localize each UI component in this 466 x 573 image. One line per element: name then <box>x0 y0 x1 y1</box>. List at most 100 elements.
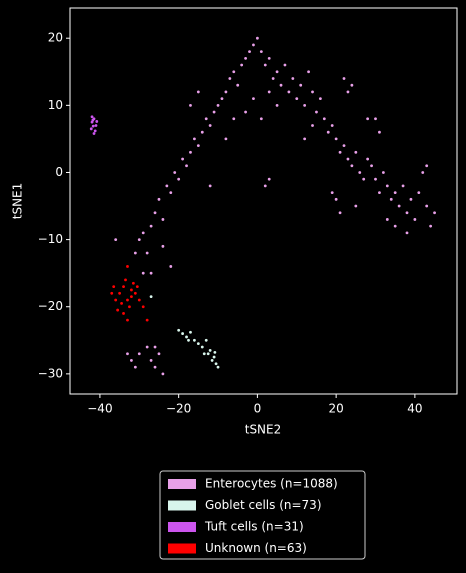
scatter-point <box>153 211 157 215</box>
scatter-point <box>252 97 255 101</box>
legend-swatch <box>168 522 196 532</box>
scatter-point <box>354 204 358 208</box>
scatter-point <box>149 359 153 362</box>
scatter-point <box>334 197 338 201</box>
x-tick-label: 40 <box>407 402 422 416</box>
scatter-point <box>275 70 279 74</box>
scatter-point <box>374 177 377 181</box>
scatter-point <box>295 97 299 101</box>
scatter-point <box>263 184 267 188</box>
scatter-point <box>244 110 247 114</box>
scatter-point <box>366 157 370 161</box>
scatter-point <box>259 117 263 121</box>
scatter-point <box>216 103 220 107</box>
scatter-point <box>385 218 389 221</box>
plot-frame <box>69 7 458 395</box>
y-tick-label: −20 <box>38 299 63 313</box>
scatter-point <box>128 305 131 309</box>
scatter-point <box>185 335 188 339</box>
scatter-point <box>114 238 118 242</box>
scatter-point <box>287 90 291 94</box>
scatter-point <box>153 345 157 349</box>
scatter-point <box>149 271 153 275</box>
scatter-point <box>137 238 141 242</box>
x-tick-label: 0 <box>254 402 262 416</box>
scatter-point <box>315 110 318 114</box>
scatter-point <box>210 359 214 362</box>
scatter-point <box>378 191 381 195</box>
scatter-point <box>232 117 236 121</box>
x-tick-label: 20 <box>328 402 343 416</box>
scatter-point <box>130 295 133 299</box>
scatter-point <box>206 352 210 356</box>
scatter-point <box>318 97 322 101</box>
legend-box <box>159 470 366 560</box>
scatter-point <box>189 330 192 334</box>
scatter-point <box>224 90 228 94</box>
scatter-point <box>92 132 96 135</box>
scatter-point <box>279 83 283 87</box>
scatter-point <box>193 137 196 141</box>
scatter-point <box>204 117 208 121</box>
scatter-point <box>90 115 94 119</box>
scatter-point <box>145 318 149 322</box>
scatter-point <box>346 90 350 94</box>
scatter-point <box>110 291 114 295</box>
scatter-point <box>181 157 184 161</box>
scatter-point <box>267 90 271 94</box>
scatter-point <box>283 63 287 67</box>
scatter-point <box>322 117 326 121</box>
scatter-point <box>346 157 350 161</box>
scatter-point <box>334 137 338 141</box>
scatter-point <box>393 191 397 195</box>
scatter-point <box>208 184 212 188</box>
scatter-point <box>267 56 271 60</box>
scatter-point <box>417 191 421 195</box>
scatter-point <box>126 352 129 356</box>
scatter-point <box>193 338 196 342</box>
scatter-point <box>114 298 118 302</box>
y-tick-label: 20 <box>48 31 63 45</box>
scatter-point <box>133 365 137 369</box>
scatter-point <box>161 244 165 248</box>
scatter-point <box>169 265 173 268</box>
scatter-point <box>181 332 184 335</box>
scatter-point <box>267 177 271 181</box>
scatter-point <box>133 291 137 295</box>
scatter-point <box>185 164 188 168</box>
scatter-point <box>177 177 181 181</box>
scatter-point <box>405 211 409 215</box>
scatter-point <box>255 36 259 40</box>
scatter-point <box>338 150 342 154</box>
scatter-point <box>354 150 358 154</box>
scatter-point <box>149 224 153 228</box>
scatter-point <box>202 352 206 356</box>
scatter-point <box>94 124 98 127</box>
scatter-point <box>433 211 436 215</box>
scatter-point <box>177 328 181 332</box>
scatter-point <box>263 63 267 67</box>
scatter-point <box>236 83 240 87</box>
scatter-point <box>89 127 93 131</box>
scatter-point <box>91 118 95 122</box>
scatter-point <box>141 231 145 235</box>
scatter-point <box>311 90 314 94</box>
scatter-point <box>122 312 125 315</box>
scatter-point <box>425 204 429 208</box>
scatter-point <box>214 362 218 366</box>
scatter-point <box>326 130 330 134</box>
y-tick-label: −10 <box>38 232 63 246</box>
scatter-point <box>212 355 216 359</box>
scatter-point <box>307 70 310 74</box>
scatter-point <box>224 137 228 141</box>
scatter-point <box>137 298 141 302</box>
scatter-point <box>161 218 165 221</box>
scatter-point <box>135 285 139 288</box>
y-axis-label: tSNE1 <box>11 183 25 220</box>
scatter-point <box>291 77 295 80</box>
scatter-point <box>118 291 122 295</box>
scatter-point <box>213 350 217 354</box>
legend-label: Goblet cells (n=73) <box>205 498 322 512</box>
scatter-point <box>208 348 212 352</box>
